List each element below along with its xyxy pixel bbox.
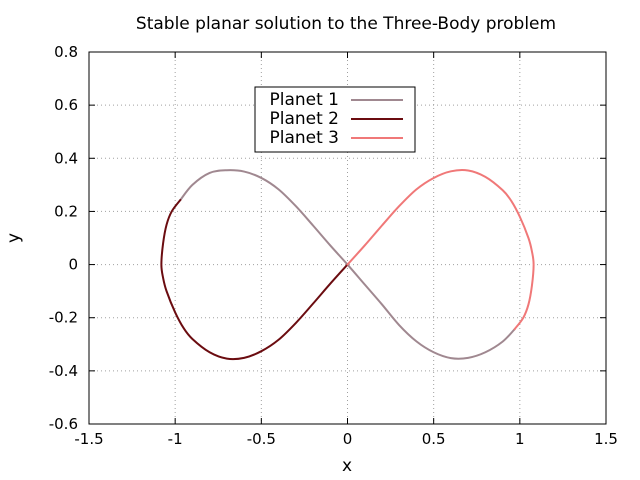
legend: Planet 1 Planet 2 Planet 3 bbox=[254, 86, 416, 153]
y-tick-label: 0.2 bbox=[54, 202, 78, 220]
y-axis-title: y bbox=[4, 233, 24, 243]
y-tick-label: -0.6 bbox=[49, 415, 78, 433]
chart-title: Stable planar solution to the Three-Body… bbox=[136, 14, 556, 34]
y-tick-label: -0.4 bbox=[49, 362, 78, 380]
x-tick-label: 1 bbox=[515, 430, 525, 448]
legend-item-planet-1: Planet 1 bbox=[269, 90, 403, 110]
series-line-planet-3 bbox=[346, 169, 535, 331]
ticks: -1.5 -1 -0.5 0 0.5 1 1.5 -0.6 -0.4 -0.2 0 0.2 0.4 0.6… bbox=[49, 43, 618, 448]
x-tick-label: -1 bbox=[168, 430, 183, 448]
y-tick-label: 0.4 bbox=[54, 149, 78, 167]
legend-label-planet-3: Planet 3 bbox=[269, 128, 339, 148]
legend-label-planet-1: Planet 1 bbox=[269, 90, 339, 110]
series-line-planet-2 bbox=[160, 199, 349, 361]
y-tick-label: 0.6 bbox=[54, 96, 78, 114]
x-tick-label: 0.5 bbox=[422, 430, 446, 448]
x-tick-label: -0.5 bbox=[247, 430, 276, 448]
y-tick-label: 0.8 bbox=[54, 43, 78, 61]
legend-label-planet-2: Planet 2 bbox=[269, 109, 339, 129]
x-tick-label: 0 bbox=[343, 430, 353, 448]
y-tick-label: -0.2 bbox=[49, 309, 78, 327]
x-tick-label: -1.5 bbox=[74, 430, 103, 448]
y-tick-label: 0 bbox=[68, 256, 78, 274]
series-layer bbox=[160, 169, 535, 361]
legend-item-planet-3: Planet 3 bbox=[269, 128, 403, 148]
x-axis-title: x bbox=[342, 456, 352, 476]
x-tick-label: 1.5 bbox=[594, 430, 618, 448]
legend-item-planet-2: Planet 2 bbox=[269, 109, 403, 129]
